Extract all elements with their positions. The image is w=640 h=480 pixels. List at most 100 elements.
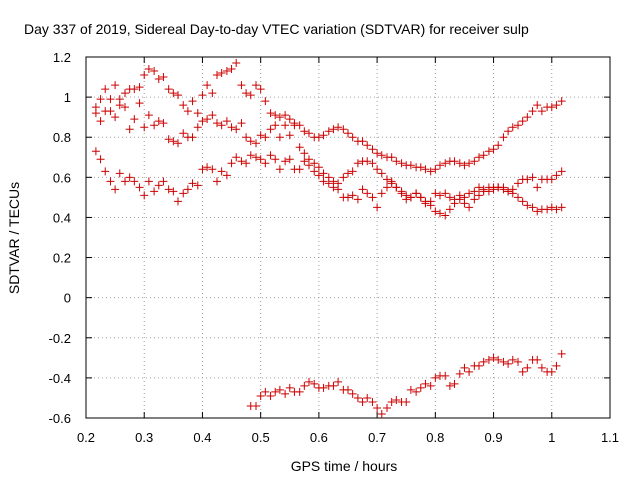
data-point (353, 159, 362, 168)
data-point (261, 159, 270, 168)
data-point (304, 129, 313, 138)
data-point (334, 185, 343, 194)
data-point (475, 361, 483, 370)
data-point (285, 383, 294, 392)
data-point (115, 169, 124, 178)
data-point (504, 359, 513, 368)
data-point (281, 121, 290, 130)
data-point (271, 121, 280, 130)
y-tick-label: -0.2 (49, 331, 71, 346)
data-point (416, 163, 425, 172)
y-tick-label: 0 (64, 291, 71, 306)
data-point (368, 145, 377, 154)
data-point (387, 153, 396, 162)
data-point (203, 81, 212, 90)
data-point (523, 113, 532, 122)
data-point (246, 151, 255, 160)
data-point (310, 379, 319, 388)
data-point (450, 379, 459, 388)
data-point (348, 133, 357, 142)
data-point (344, 193, 352, 202)
data-point (169, 137, 178, 146)
data-point (479, 357, 488, 366)
data-point (266, 125, 275, 134)
data-point (348, 389, 357, 398)
data-point (470, 157, 479, 166)
data-points (91, 59, 566, 418)
data-point (373, 149, 382, 158)
data-point (159, 73, 168, 82)
data-point (324, 127, 333, 136)
data-point (508, 185, 517, 194)
data-point (508, 355, 517, 364)
data-point (275, 113, 284, 122)
x-tick-label: 0.7 (368, 430, 386, 445)
data-point (537, 107, 546, 116)
data-point (421, 379, 430, 388)
data-point (266, 109, 275, 118)
data-point (106, 177, 115, 186)
data-point (373, 165, 382, 174)
data-point (552, 101, 561, 110)
data-point (188, 97, 197, 106)
data-point (150, 121, 159, 130)
data-point (275, 133, 284, 142)
data-point (383, 175, 392, 184)
data-point (377, 409, 386, 418)
data-point (300, 381, 309, 390)
data-point (523, 363, 532, 372)
data-point (344, 385, 352, 394)
data-point (140, 191, 149, 200)
data-point (227, 65, 236, 74)
data-point (256, 85, 265, 94)
data-point (314, 133, 323, 142)
data-point (285, 131, 294, 140)
axis-ticks (85, 56, 611, 419)
data-point (499, 357, 508, 366)
data-point (445, 205, 454, 214)
data-point (426, 197, 435, 206)
data-point (217, 121, 226, 130)
data-point (295, 387, 304, 396)
data-point (271, 387, 280, 396)
data-point (504, 187, 513, 196)
data-point (252, 153, 261, 162)
data-point (552, 205, 561, 214)
data-point (441, 371, 450, 380)
data-point (353, 393, 362, 402)
data-point (557, 349, 566, 358)
data-point (252, 401, 261, 410)
data-point (533, 355, 542, 364)
data-point (101, 167, 110, 176)
data-point (373, 403, 382, 412)
data-point (557, 97, 566, 106)
data-point (213, 71, 221, 80)
data-point (358, 137, 367, 146)
data-point (416, 193, 425, 202)
y-tick-label: 1 (64, 90, 71, 105)
data-point (470, 187, 479, 196)
data-point (150, 187, 159, 196)
data-point (397, 159, 406, 168)
data-point (125, 173, 134, 182)
data-point (475, 183, 483, 192)
data-point (441, 159, 450, 168)
data-point (281, 111, 290, 120)
chart-title: Day 337 of 2019, Sidereal Day-to-day VTE… (24, 21, 529, 37)
data-point (348, 191, 357, 200)
data-point (164, 85, 173, 94)
data-point (121, 89, 130, 98)
data-point (246, 137, 255, 146)
data-point (363, 393, 372, 402)
data-point (222, 171, 231, 180)
x-tick-label: 0.9 (485, 430, 503, 445)
data-point (383, 183, 392, 192)
data-point (368, 397, 377, 406)
data-point (518, 197, 527, 206)
data-point (275, 165, 284, 174)
data-point (552, 171, 561, 180)
data-point (227, 159, 236, 168)
data-point (455, 159, 464, 168)
x-tick-label: 1.1 (601, 430, 619, 445)
data-point (475, 153, 483, 162)
